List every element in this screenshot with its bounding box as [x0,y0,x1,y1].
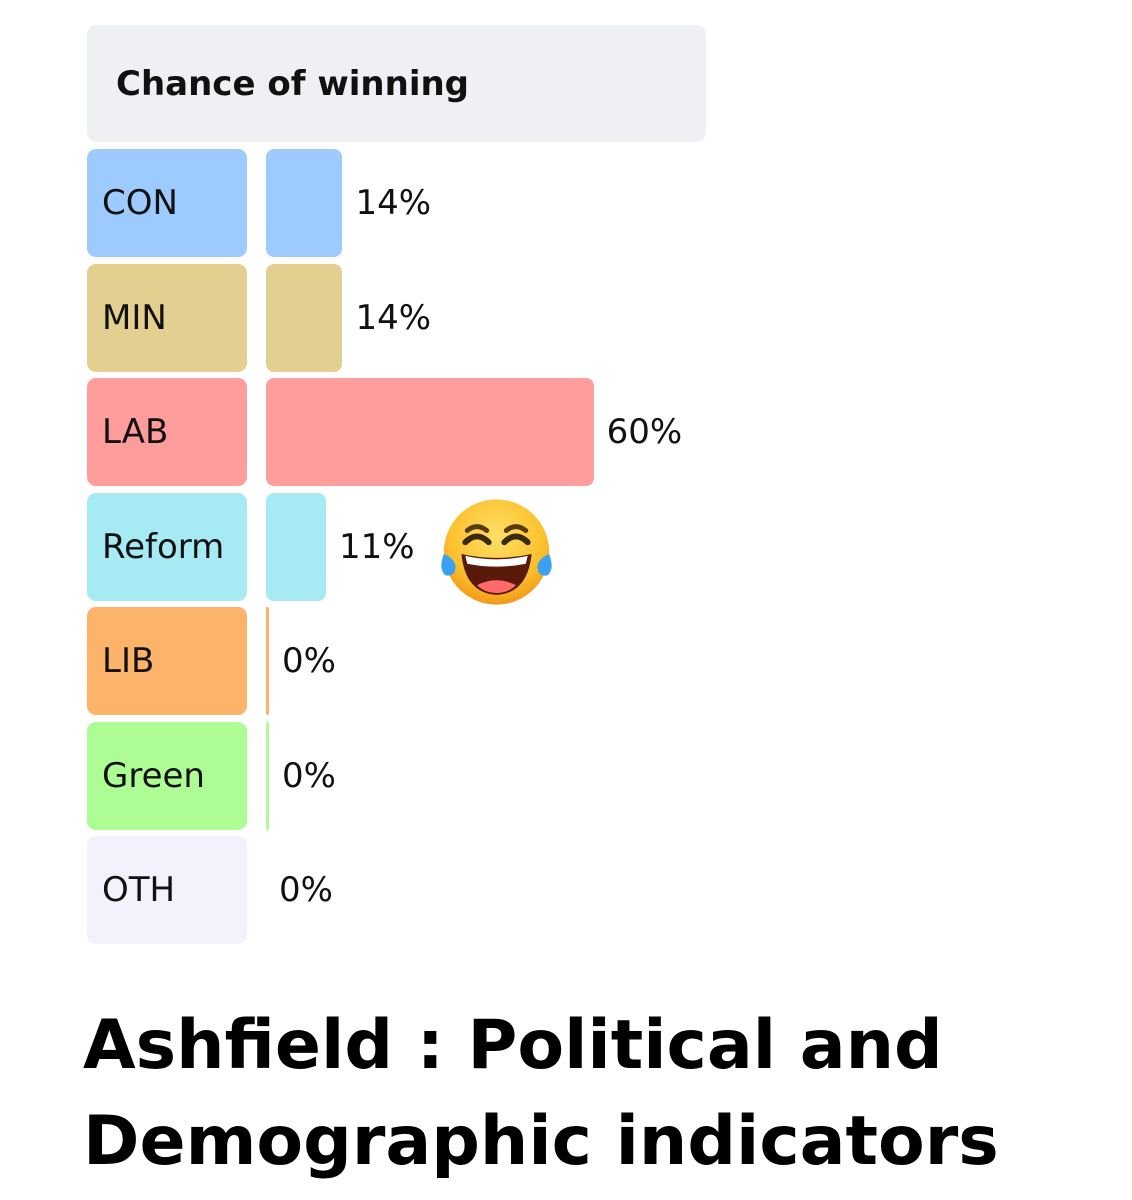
party-label-oth: OTH [87,836,247,944]
value-label-reform: 11% [339,526,415,567]
value-label-green: 0% [282,755,336,796]
bar-con [266,149,343,257]
page-heading: Ashfield : Political and Demographic ind… [83,1006,999,1181]
bar-row-green: Green 0% [87,721,987,830]
value-label-min: 14% [355,297,432,338]
face-with-tears-of-joy-icon [441,499,552,605]
party-label-min: MIN [87,263,247,372]
bar-row-reform: Reform 11% [87,492,987,601]
party-label-con: CON [87,149,247,257]
bar-row-oth: OTH 0% [87,836,987,944]
bar-row-lab: LAB 60% [87,378,987,486]
chart-title: Chance of winning [116,63,470,104]
chart-header: Chance of winning [87,25,706,142]
value-label-lib: 0% [282,641,336,681]
party-label-reform: Reform [87,492,247,601]
value-label-oth: 0% [279,870,333,910]
bar-row-min: MIN 14% [87,263,987,372]
party-label-lab: LAB [87,378,247,486]
value-label-lab: 60% [606,412,683,452]
bar-min [266,263,343,372]
bar-lab [266,378,594,486]
bar-row-con: CON 14% [87,149,987,257]
party-label-green: Green [87,721,247,830]
bar-row-lib: LIB 0% [87,607,987,715]
bar-lib [266,607,269,715]
party-label-lib: LIB [87,607,247,715]
bar-green [266,721,269,830]
value-label-con: 14% [355,183,432,223]
bar-reform [266,492,327,601]
